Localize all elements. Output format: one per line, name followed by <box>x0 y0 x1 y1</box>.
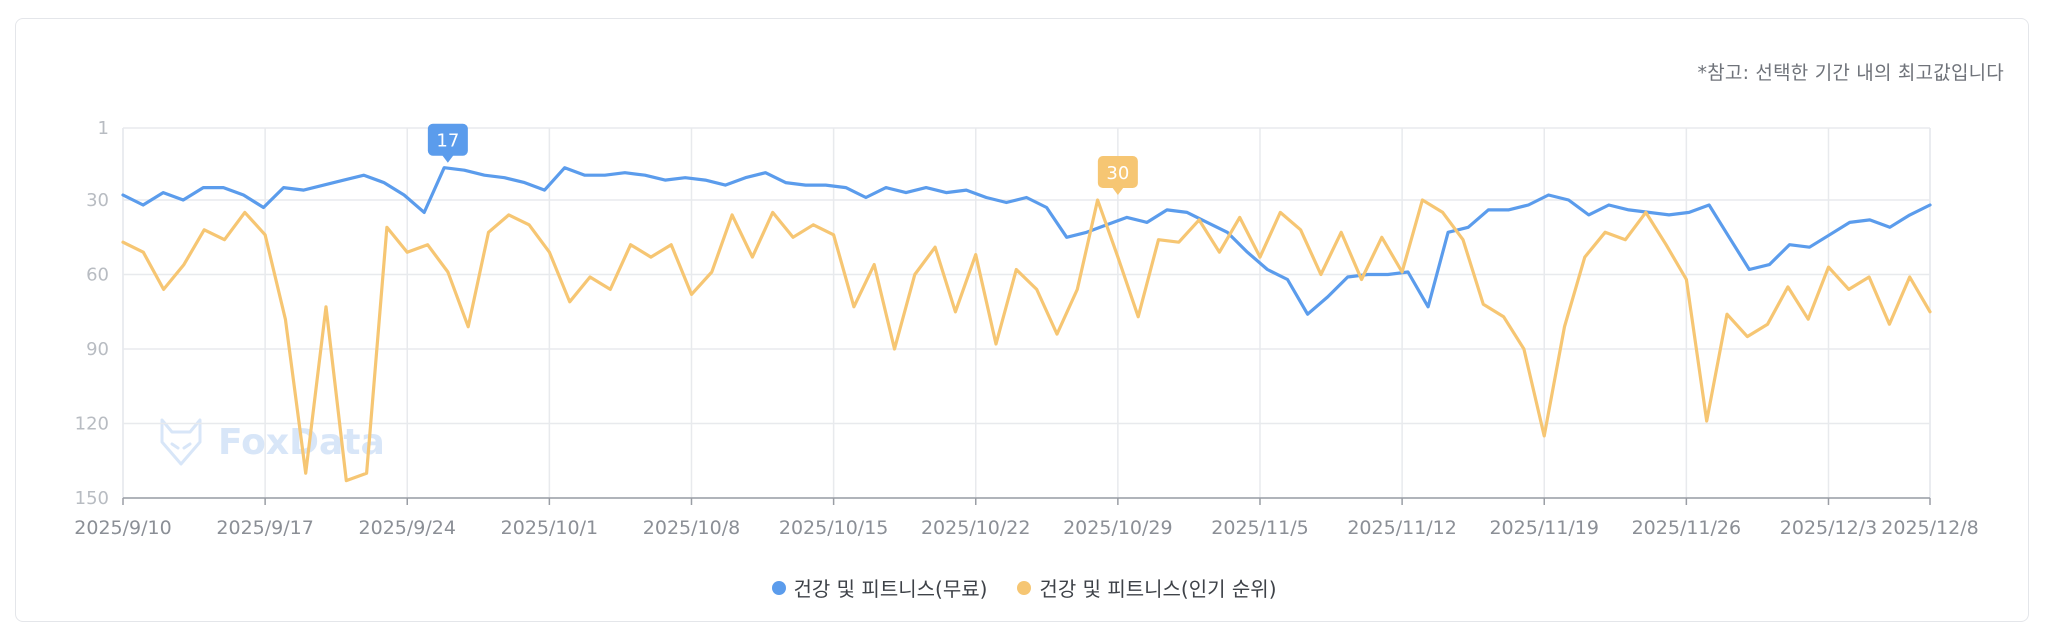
x-tick-label: 2025/12/3 <box>1780 517 1877 539</box>
peak-marker-popular: 30 <box>1097 156 1138 196</box>
grid <box>122 127 1931 499</box>
peak-marker-free: 17 <box>427 123 468 163</box>
x-tick-label: 2025/12/8 <box>1881 517 1978 539</box>
series-line-free <box>121 166 1932 316</box>
x-tick-label: 2025/9/24 <box>359 517 456 539</box>
x-tick-label: 2025/11/19 <box>1489 517 1599 539</box>
peak-marker-pointer <box>441 154 454 163</box>
series-lines <box>121 166 1932 483</box>
peak-marker-pointer <box>1111 187 1124 196</box>
legend-item-popular[interactable]: 건강 및 피트니스(인기 순위) <box>1017 573 1277 602</box>
peak-marker-label: 30 <box>1106 163 1129 184</box>
y-tick-label: 30 <box>86 190 109 211</box>
legend: 건강 및 피트니스(무료) 건강 및 피트니스(인기 순위) <box>0 573 2048 602</box>
peak-marker-box <box>427 123 468 156</box>
x-tick-label: 2025/10/1 <box>501 517 598 539</box>
y-tick-label: 1 <box>98 118 109 139</box>
reference-note: *참고: 선택한 기간 내의 최고값입니다 <box>1697 62 2004 84</box>
x-tick-label: 2025/11/5 <box>1211 517 1308 539</box>
y-tick-label: 90 <box>86 339 109 360</box>
x-tick-label: 2025/10/15 <box>779 517 889 539</box>
y-tick-label: 150 <box>75 488 109 509</box>
legend-label-popular: 건강 및 피트니스(인기 순위) <box>1039 577 1277 601</box>
legend-item-free[interactable]: 건강 및 피트니스(무료) <box>771 573 988 602</box>
x-tick-label: 2025/11/26 <box>1632 517 1742 539</box>
fox-logo-icon <box>160 418 202 466</box>
axes: 1 30 60 90 120 150 2025/9/10 2025/9/17 2025/9/24… <box>74 118 1978 539</box>
y-tick-label: 60 <box>86 265 109 286</box>
x-tick-label: 2025/10/8 <box>643 517 740 539</box>
series-line-popular <box>121 198 1932 483</box>
legend-label-free: 건강 및 피트니스(무료) <box>793 577 988 601</box>
x-tick-label: 2025/9/10 <box>74 517 171 539</box>
y-tick-label: 120 <box>75 414 109 435</box>
peak-marker-label: 17 <box>436 131 459 152</box>
x-tick-label: 2025/9/17 <box>216 517 313 539</box>
peak-marker-box <box>1097 156 1138 189</box>
x-tick-label: 2025/10/22 <box>921 517 1031 539</box>
x-tick-label: 2025/11/12 <box>1347 517 1457 539</box>
legend-dot-blue <box>771 580 786 595</box>
x-tick-label: 2025/10/29 <box>1063 517 1173 539</box>
legend-dot-orange <box>1017 580 1032 595</box>
